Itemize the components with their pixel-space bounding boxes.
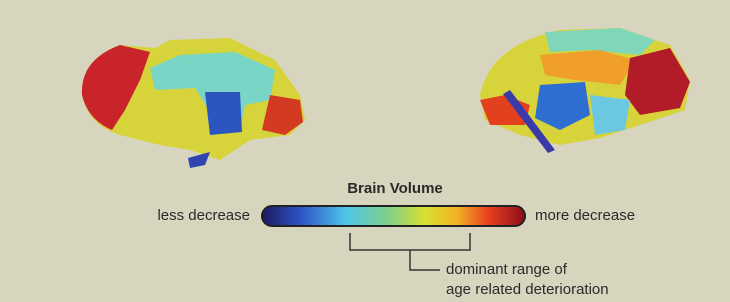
annotation-line: dominant range of: [446, 261, 568, 278]
figure: Brain Volume less decrease more decrease…: [0, 0, 730, 302]
low-label: less decrease: [157, 207, 250, 224]
color-scale: [262, 206, 525, 226]
title: Brain Volume: [347, 180, 443, 197]
high-label: more decrease: [535, 207, 635, 224]
annotation-line: age related deterioration: [446, 281, 609, 298]
